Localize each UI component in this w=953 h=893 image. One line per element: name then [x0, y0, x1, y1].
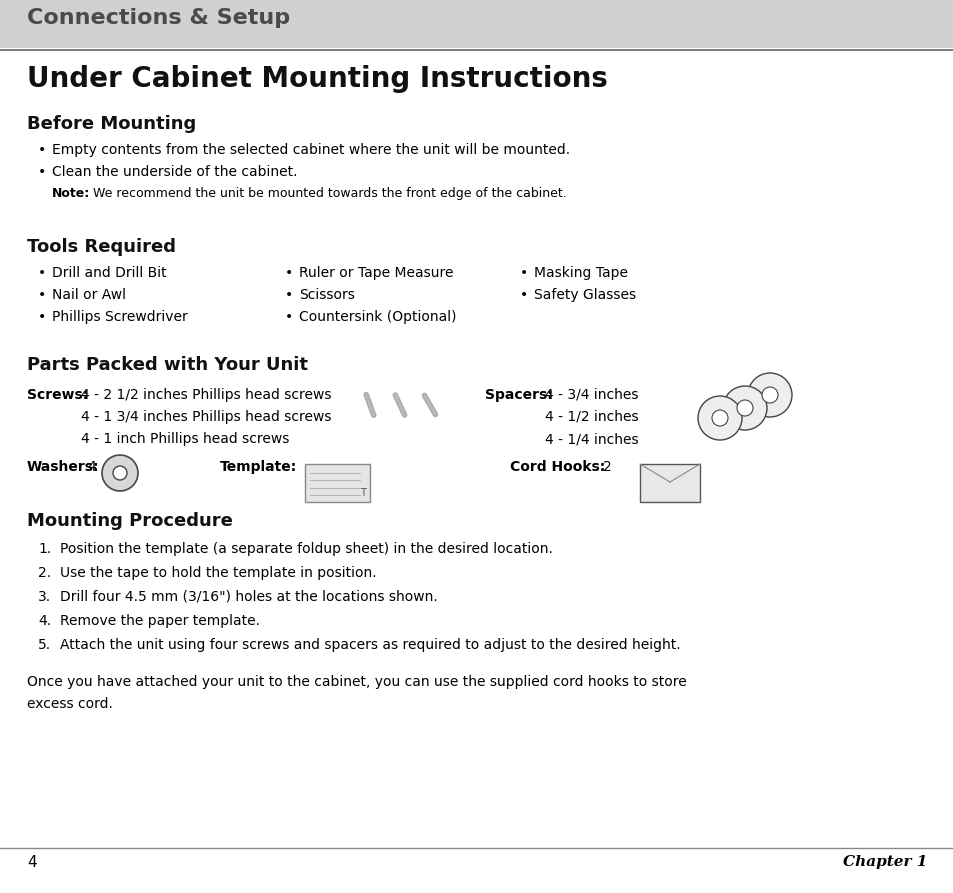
- Text: 2: 2: [602, 460, 611, 474]
- Text: Scissors: Scissors: [298, 288, 355, 302]
- Circle shape: [102, 455, 138, 491]
- Text: Spacers:: Spacers:: [484, 388, 552, 402]
- Text: Washers:: Washers:: [27, 460, 99, 474]
- Text: Screws:: Screws:: [27, 388, 89, 402]
- Text: 3.: 3.: [38, 590, 51, 604]
- Text: 4 - 1 3/4 inches Phillips head screws: 4 - 1 3/4 inches Phillips head screws: [81, 410, 331, 424]
- Text: •: •: [38, 288, 46, 302]
- Text: •: •: [38, 266, 46, 280]
- Text: Nail or Awl: Nail or Awl: [52, 288, 126, 302]
- Text: 4 - 2 1/2 inches Phillips head screws: 4 - 2 1/2 inches Phillips head screws: [81, 388, 331, 402]
- Circle shape: [747, 373, 791, 417]
- Text: Once you have attached your unit to the cabinet, you can use the supplied cord h: Once you have attached your unit to the …: [27, 675, 686, 689]
- Text: Note:: Note:: [52, 187, 91, 200]
- Text: T: T: [359, 488, 366, 498]
- Text: Use the tape to hold the template in position.: Use the tape to hold the template in pos…: [60, 566, 376, 580]
- Text: Position the template (a separate foldup sheet) in the desired location.: Position the template (a separate foldup…: [60, 542, 553, 556]
- Text: Chapter 1: Chapter 1: [841, 855, 926, 869]
- Text: Before Mounting: Before Mounting: [27, 115, 196, 133]
- Circle shape: [112, 466, 127, 480]
- Bar: [0, 0, 953, 48]
- Text: 5.: 5.: [38, 638, 51, 652]
- Text: •: •: [38, 310, 46, 324]
- Text: Mounting Procedure: Mounting Procedure: [27, 512, 233, 530]
- Text: 2.: 2.: [38, 566, 51, 580]
- Circle shape: [737, 400, 752, 416]
- Text: Safety Glasses: Safety Glasses: [534, 288, 636, 302]
- Text: Under Cabinet Mounting Instructions: Under Cabinet Mounting Instructions: [27, 65, 607, 93]
- Text: Masking Tape: Masking Tape: [534, 266, 627, 280]
- Circle shape: [722, 386, 766, 430]
- Text: Drill and Drill Bit: Drill and Drill Bit: [52, 266, 167, 280]
- Text: 4 - 1/4 inches: 4 - 1/4 inches: [544, 432, 638, 446]
- Bar: [305, 464, 370, 502]
- Text: Clean the underside of the cabinet.: Clean the underside of the cabinet.: [52, 165, 297, 179]
- Text: •: •: [38, 143, 46, 157]
- Circle shape: [761, 387, 778, 403]
- Text: 4.: 4.: [38, 614, 51, 628]
- Text: Phillips Screwdriver: Phillips Screwdriver: [52, 310, 188, 324]
- Text: •: •: [38, 165, 46, 179]
- Text: 4: 4: [27, 855, 36, 870]
- Circle shape: [698, 396, 741, 440]
- Text: Countersink (Optional): Countersink (Optional): [298, 310, 456, 324]
- Text: Tools Required: Tools Required: [27, 238, 175, 256]
- Text: Drill four 4.5 mm (3/16") holes at the locations shown.: Drill four 4.5 mm (3/16") holes at the l…: [60, 590, 437, 604]
- Text: excess cord.: excess cord.: [27, 697, 112, 711]
- Text: •: •: [285, 310, 293, 324]
- Text: Connections & Setup: Connections & Setup: [27, 8, 290, 28]
- Circle shape: [711, 410, 727, 426]
- Text: Template:: Template:: [220, 460, 297, 474]
- Text: Empty contents from the selected cabinet where the unit will be mounted.: Empty contents from the selected cabinet…: [52, 143, 570, 157]
- Text: 4 - 1 inch Phillips head screws: 4 - 1 inch Phillips head screws: [81, 432, 289, 446]
- Text: •: •: [285, 288, 293, 302]
- Text: Cord Hooks:: Cord Hooks:: [510, 460, 604, 474]
- Bar: [639, 464, 700, 502]
- Text: Attach the unit using four screws and spacers as required to adjust to the desir: Attach the unit using four screws and sp…: [60, 638, 679, 652]
- Text: We recommend the unit be mounted towards the front edge of the cabinet.: We recommend the unit be mounted towards…: [89, 187, 566, 200]
- Text: 4: 4: [87, 460, 95, 474]
- Text: •: •: [519, 288, 528, 302]
- Text: •: •: [285, 266, 293, 280]
- Text: Remove the paper template.: Remove the paper template.: [60, 614, 260, 628]
- Text: Parts Packed with Your Unit: Parts Packed with Your Unit: [27, 356, 308, 374]
- Text: Ruler or Tape Measure: Ruler or Tape Measure: [298, 266, 453, 280]
- Text: 4 - 1/2 inches: 4 - 1/2 inches: [544, 410, 638, 424]
- Text: 1.: 1.: [38, 542, 51, 556]
- Text: 4 - 3/4 inches: 4 - 3/4 inches: [544, 388, 638, 402]
- Text: •: •: [519, 266, 528, 280]
